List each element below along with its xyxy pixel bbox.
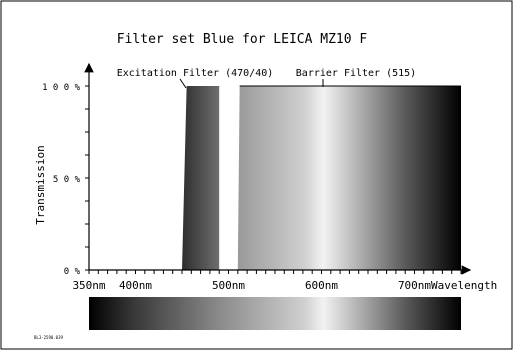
x-tick-label: 400nm bbox=[119, 279, 152, 292]
y-tick-label: 0 % bbox=[64, 267, 81, 277]
series-label-barrier: Barrier Filter (515) bbox=[296, 68, 416, 79]
filter-areas bbox=[182, 85, 461, 270]
y-axis-label: Transmission bbox=[34, 145, 47, 224]
spectrum-bar bbox=[89, 297, 461, 330]
y-ticks: 0 % 5 0 % 1 0 0 % bbox=[42, 83, 89, 277]
x-ticks: 350nm 400nm 500nm 600nm 700nm bbox=[72, 270, 462, 292]
chart-title: Filter set Blue for LEICA MZ10 F bbox=[117, 32, 368, 47]
excitation-pointer bbox=[179, 78, 187, 89]
x-tick-label: 700nm bbox=[398, 279, 431, 292]
footer-code: BL3-2590.039 bbox=[34, 335, 63, 340]
filter-area-excitation bbox=[182, 86, 220, 270]
y-tick-label: 5 0 % bbox=[53, 175, 81, 185]
series-label-excitation: Excitation Filter (470/40) bbox=[117, 68, 274, 79]
x-tick-label: 500nm bbox=[212, 279, 245, 292]
x-tick-label: 350nm bbox=[72, 279, 105, 292]
x-tick-label: 600nm bbox=[305, 279, 338, 292]
x-axis-label: Wavelength bbox=[431, 279, 497, 292]
filter-area-barrier bbox=[237, 86, 461, 270]
y-tick-label: 1 0 0 % bbox=[42, 83, 81, 93]
